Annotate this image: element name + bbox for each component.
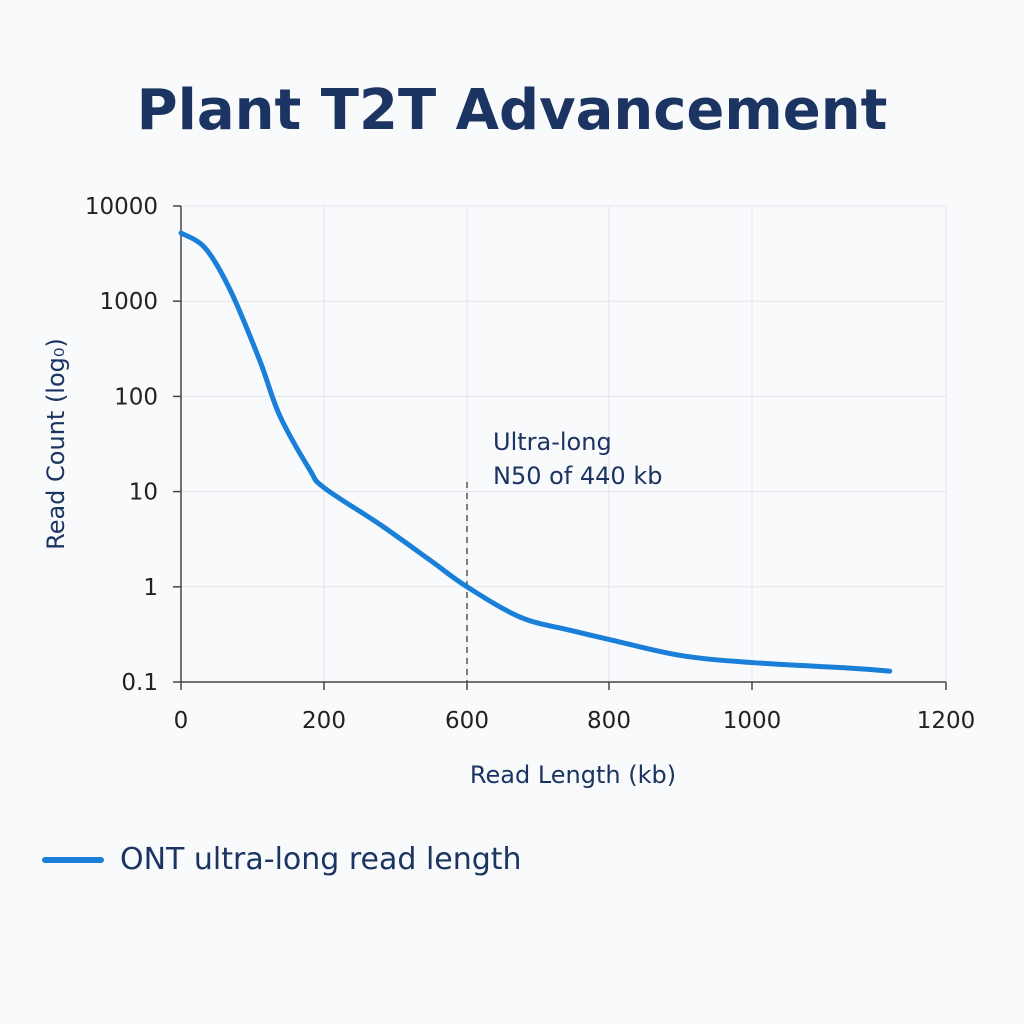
legend: ONT ultra-long read length — [42, 842, 522, 877]
y-tick-label: 0.1 — [121, 670, 158, 696]
tick-labels: 10000 1000 100 10 1 0.1 0 200 600 800 1000 1200 — [85, 194, 975, 734]
legend-swatch — [42, 856, 104, 863]
y-tick-label: 100 — [114, 384, 158, 410]
y-tick-label: 1000 — [99, 289, 158, 315]
x-tick-label: 1200 — [917, 708, 976, 734]
y-tick-label: 10000 — [85, 194, 158, 220]
y-axis-label: Read Count (log₀) — [42, 338, 70, 550]
series-line — [178, 230, 893, 674]
y-tick-label: 1 — [143, 575, 158, 601]
chart-title: Plant T2T Advancement — [136, 78, 888, 143]
x-tick-label: 0 — [174, 708, 189, 734]
annotation-text-line1: Ultra-long — [493, 428, 612, 456]
x-axis-label: Read Length (kb) — [470, 761, 676, 789]
x-tick-label: 1000 — [723, 708, 782, 734]
x-tick-label: 600 — [445, 708, 489, 734]
annotation-text-line2: N50 of 440 kb — [493, 462, 662, 490]
legend-label: ONT ultra-long read length — [120, 842, 522, 877]
x-tick-label: 200 — [302, 708, 346, 734]
y-tick-label: 10 — [129, 480, 158, 506]
grid — [181, 205, 947, 683]
x-tick-label: 800 — [587, 708, 631, 734]
axes — [173, 205, 947, 690]
